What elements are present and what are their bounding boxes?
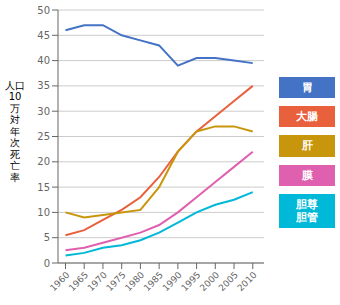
svg-text:20: 20 xyxy=(37,156,50,167)
svg-text:5: 5 xyxy=(44,232,50,243)
html-text:膜: 膜 xyxy=(301,168,313,182)
svg-text:1960: 1960 xyxy=(48,270,71,293)
svg-text:50: 50 xyxy=(37,5,50,16)
svg-text:30: 30 xyxy=(37,106,50,117)
html-text:大腸: 大腸 xyxy=(296,110,318,124)
svg-text:2000: 2000 xyxy=(198,270,221,293)
svg-text:15: 15 xyxy=(37,182,50,193)
svg-text:25: 25 xyxy=(37,131,50,142)
svg-text:1990: 1990 xyxy=(161,270,184,293)
svg-text:1970: 1970 xyxy=(86,270,109,293)
html-text:人口 10 万 対 年 次 死 亡 率: 人口 10 万 対 年 次 死 亡 率 xyxy=(5,79,25,183)
svg-text:1995: 1995 xyxy=(179,270,202,293)
svg-text:2005: 2005 xyxy=(217,270,240,293)
svg-text:45: 45 xyxy=(37,30,50,41)
svg-text:35: 35 xyxy=(37,80,50,91)
svg-text:1980: 1980 xyxy=(123,270,146,293)
svg-text:40: 40 xyxy=(37,55,50,66)
html-text:肝: 肝 xyxy=(301,139,313,153)
svg-text:1965: 1965 xyxy=(67,270,90,293)
html-text:胃: 胃 xyxy=(301,80,313,94)
svg-text:1975: 1975 xyxy=(104,270,127,293)
svg-text:0: 0 xyxy=(44,258,50,269)
svg-text:10: 10 xyxy=(37,207,50,218)
svg-text:2010: 2010 xyxy=(235,270,258,293)
svg-text:1985: 1985 xyxy=(142,270,165,293)
html-text:胆尊 胆管: 胆尊 胆管 xyxy=(296,197,318,224)
